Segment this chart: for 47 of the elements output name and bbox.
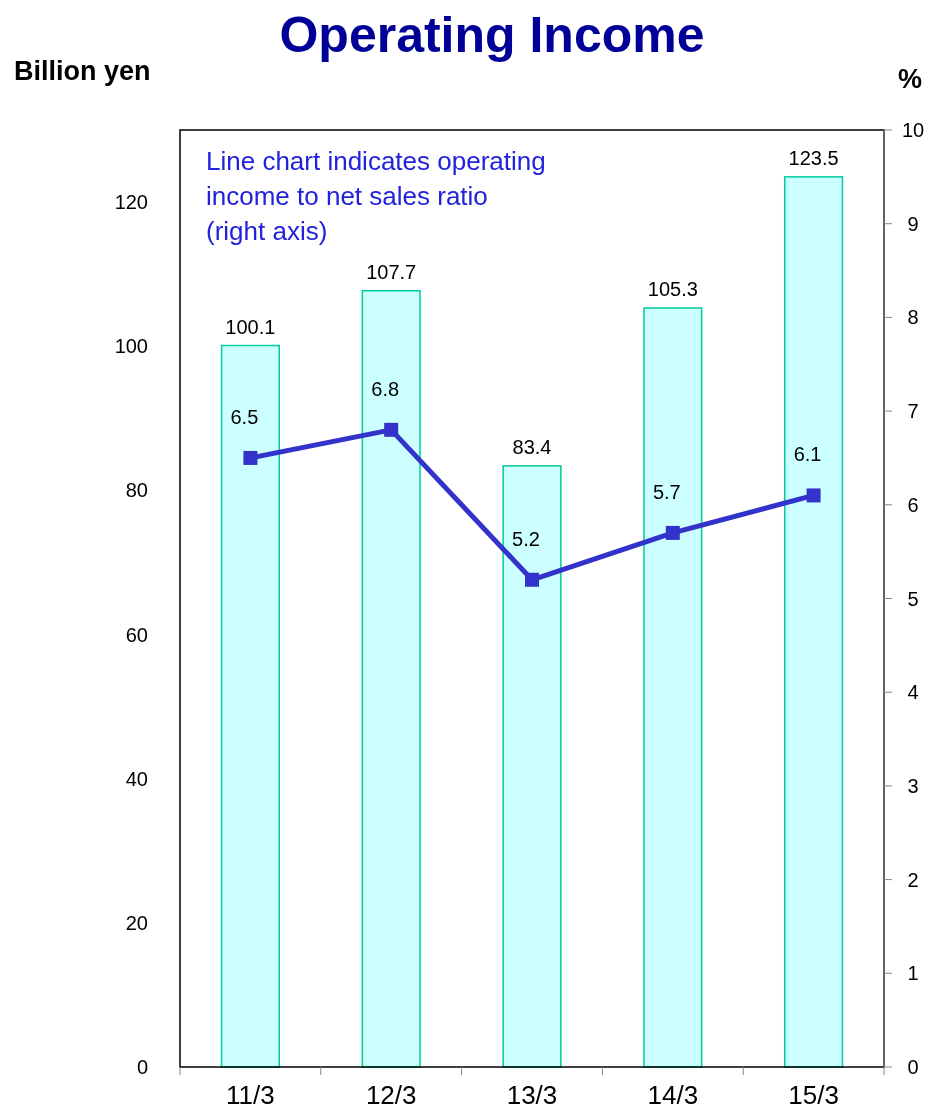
data-label: 83.4: [512, 435, 552, 458]
y-tick-label: 60: [125, 623, 148, 646]
y2-tick-label: 9: [907, 212, 919, 235]
y-tick-label: 20: [125, 911, 148, 934]
y2-tick-label: 8: [907, 306, 919, 329]
y2-tick-label: 1: [907, 962, 919, 985]
y2-tick-label: 5: [907, 587, 919, 610]
y-tick-label: 0: [136, 1056, 148, 1078]
bar: [643, 307, 703, 1068]
point: [243, 450, 258, 465]
bar: [783, 176, 844, 1068]
annotation: Line chart indicates operating income to net sales ratio (right axis): [206, 146, 546, 246]
data-label: 105.3: [647, 278, 698, 301]
data-label: 5.2: [512, 527, 540, 550]
y-tick-label: 40: [125, 767, 148, 790]
point: [806, 488, 821, 503]
y2-tick-label: 0: [907, 1056, 919, 1078]
y2-tick-label: 3: [907, 774, 919, 797]
x-tick-label: 14/3: [647, 1080, 699, 1110]
bar: [502, 465, 562, 1068]
data-label: 123.5: [788, 146, 839, 169]
point: [525, 572, 539, 587]
y2-tick-label: 4: [907, 681, 919, 704]
bar: [220, 344, 281, 1068]
x-tick-label: 13/3: [506, 1080, 558, 1110]
chart-title: Operating Income: [279, 7, 705, 63]
data-label: 6.5: [230, 405, 259, 428]
data-label: 107.7: [366, 260, 417, 283]
data-label: 100.1: [225, 315, 276, 338]
x-tick-label: 11/3: [226, 1080, 275, 1110]
y2-tick-label: 7: [907, 400, 919, 423]
data-label: 5.7: [652, 480, 681, 503]
y-axis-title: Billion yen: [14, 56, 151, 86]
y2-tick-label: 2: [907, 868, 919, 891]
y-tick-label: 80: [125, 479, 148, 502]
x-tick-label: 12/3: [365, 1080, 417, 1110]
data-label: 6.8: [371, 377, 400, 400]
y-tick-label: 100: [114, 335, 148, 358]
y-tick-label: 120: [114, 191, 148, 214]
point: [665, 525, 680, 540]
point: [384, 422, 399, 437]
data-label: 6.1: [793, 443, 822, 466]
y2-tick-label: 10: [901, 119, 925, 141]
y2-tick-label: 6: [907, 493, 919, 516]
x-tick-label: 15/3: [788, 1080, 839, 1110]
bar: [361, 289, 421, 1068]
y2-axis-title: %: [897, 64, 923, 94]
